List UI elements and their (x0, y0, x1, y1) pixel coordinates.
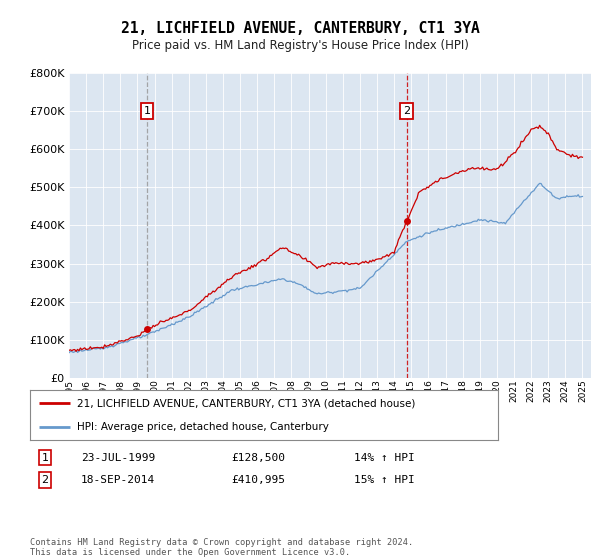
Text: Price paid vs. HM Land Registry's House Price Index (HPI): Price paid vs. HM Land Registry's House … (131, 39, 469, 52)
Text: 21, LICHFIELD AVENUE, CANTERBURY, CT1 3YA: 21, LICHFIELD AVENUE, CANTERBURY, CT1 3Y… (121, 21, 479, 36)
Text: 14% ↑ HPI: 14% ↑ HPI (354, 452, 415, 463)
Text: 21, LICHFIELD AVENUE, CANTERBURY, CT1 3YA (detached house): 21, LICHFIELD AVENUE, CANTERBURY, CT1 3Y… (77, 398, 415, 408)
Text: £410,995: £410,995 (231, 475, 285, 485)
Text: HPI: Average price, detached house, Canterbury: HPI: Average price, detached house, Cant… (77, 422, 329, 432)
Text: 2: 2 (403, 106, 410, 116)
Text: £128,500: £128,500 (231, 452, 285, 463)
Text: 23-JUL-1999: 23-JUL-1999 (81, 452, 155, 463)
Text: Contains HM Land Registry data © Crown copyright and database right 2024.
This d: Contains HM Land Registry data © Crown c… (30, 538, 413, 557)
Text: 1: 1 (143, 106, 151, 116)
Text: 15% ↑ HPI: 15% ↑ HPI (354, 475, 415, 485)
Text: 18-SEP-2014: 18-SEP-2014 (81, 475, 155, 485)
Text: 2: 2 (41, 475, 49, 485)
Text: 1: 1 (41, 452, 49, 463)
